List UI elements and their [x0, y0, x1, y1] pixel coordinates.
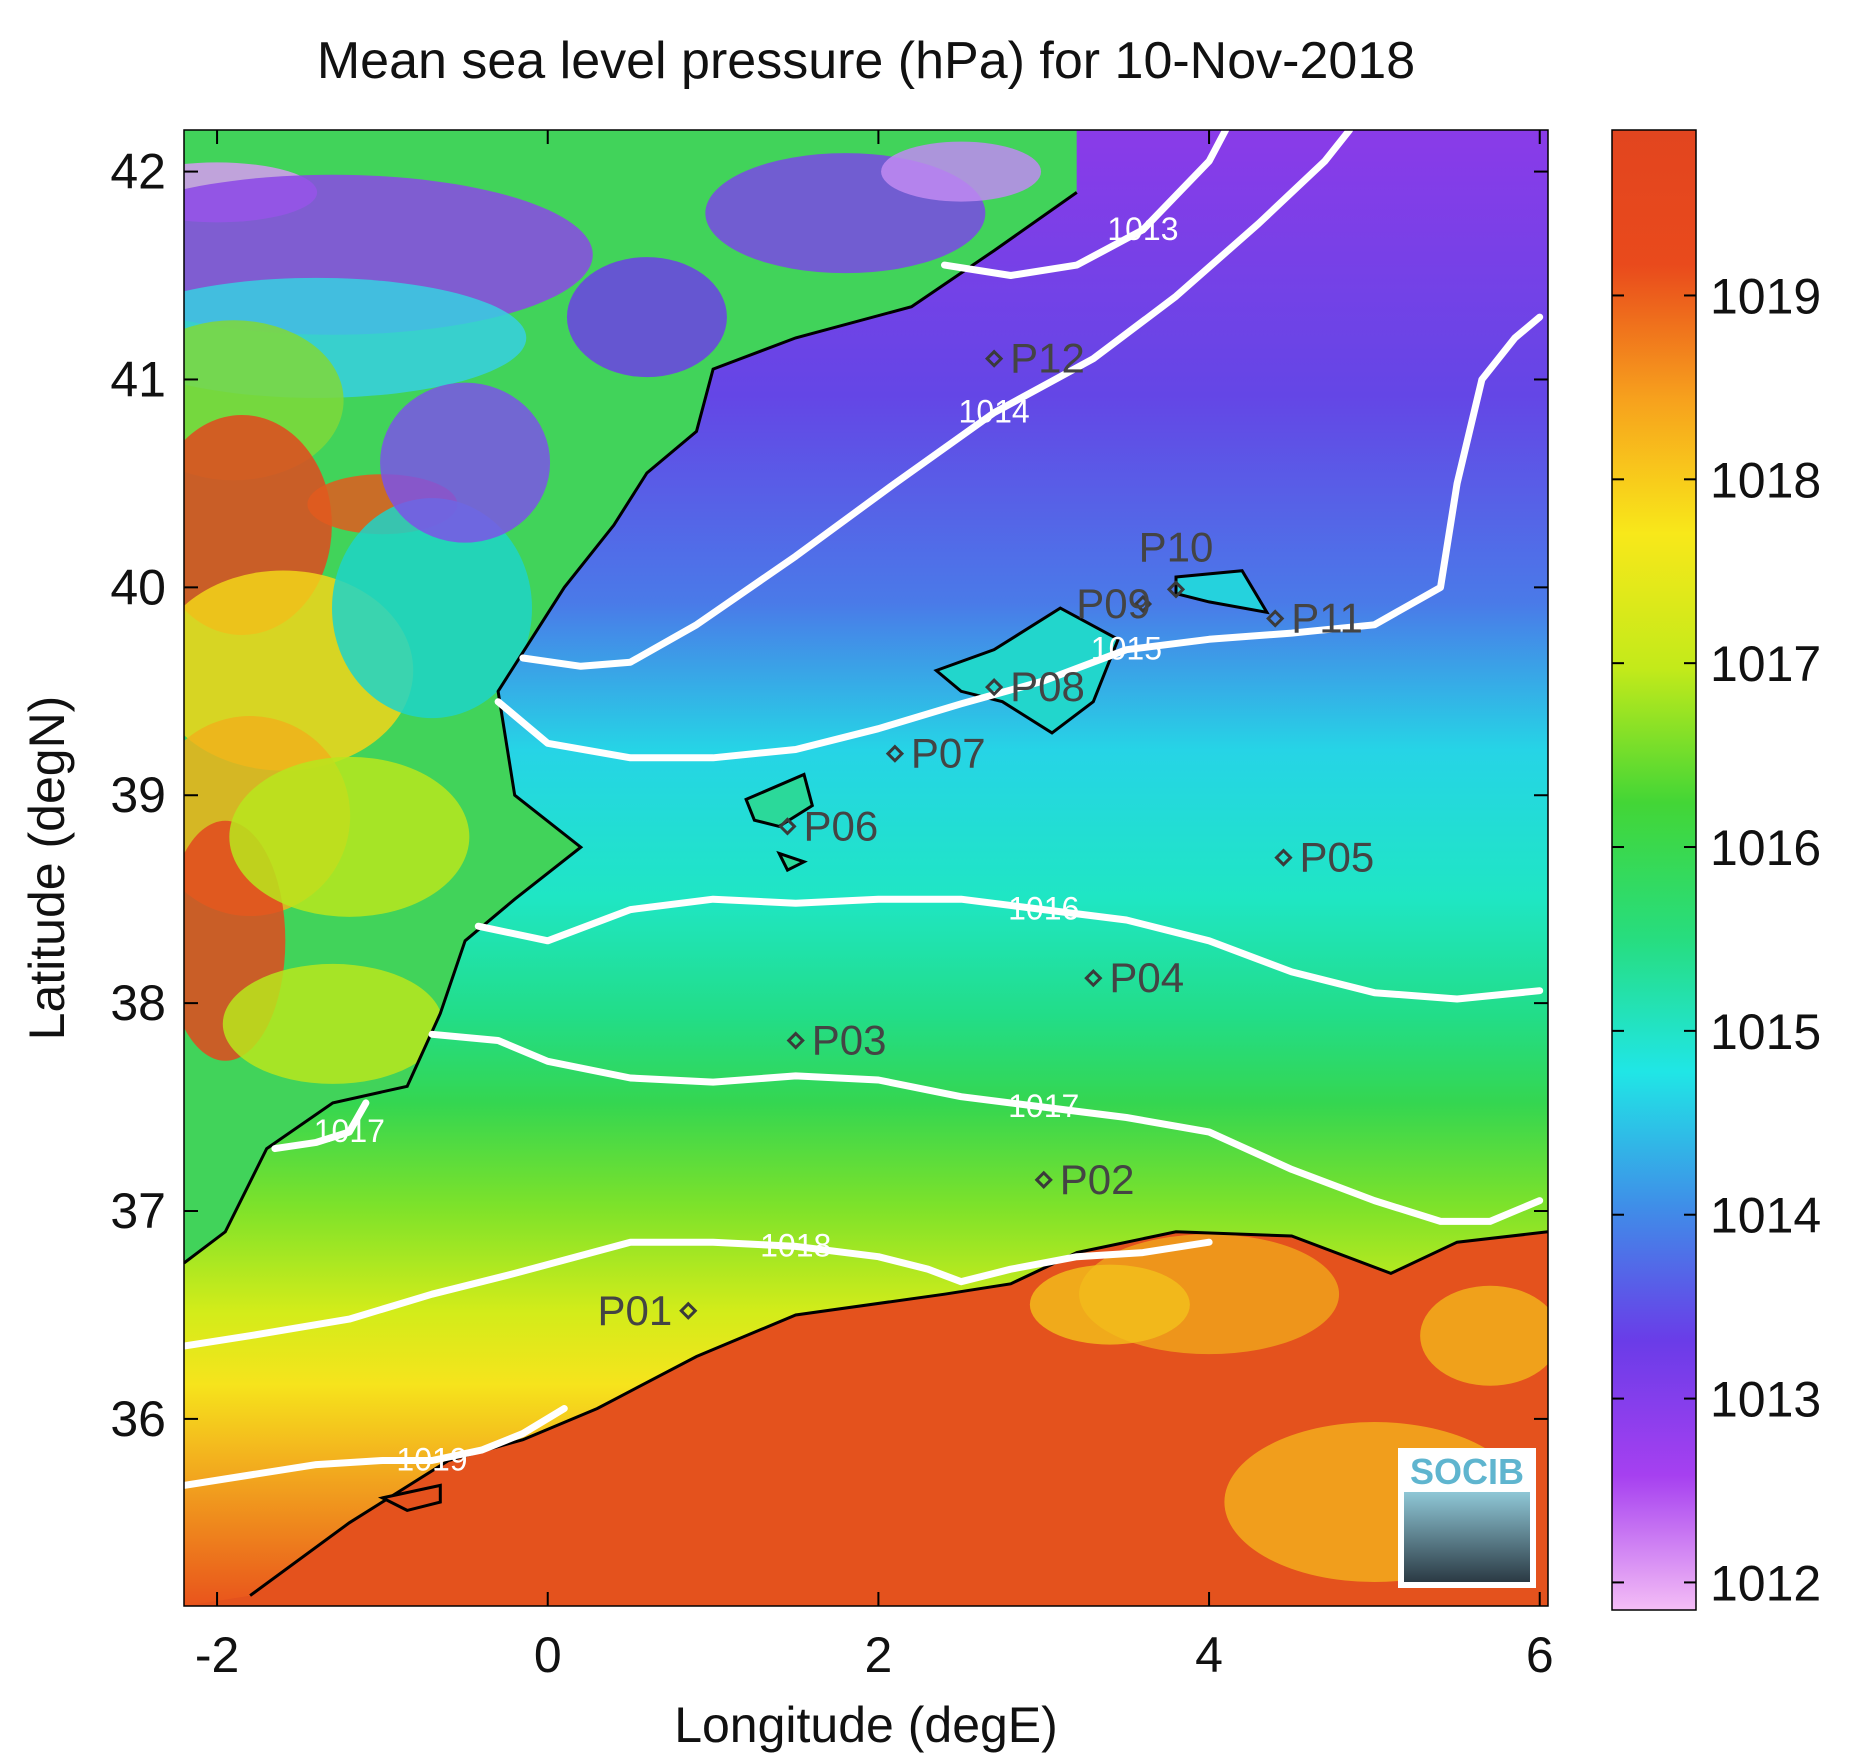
station-marker-p04: [1084, 969, 1103, 988]
isobar-label: 1013: [1107, 211, 1178, 247]
x-tick-label: 6: [1526, 1627, 1554, 1683]
isobar-1017: [271, 1099, 370, 1153]
colorbar: [1611, 129, 1697, 1611]
station-marker-p09: [1133, 594, 1153, 614]
socib-logo-text: SOCIB: [1410, 1451, 1524, 1492]
station-label: P02: [1060, 1156, 1135, 1203]
isobar-labels: 1013 1014 1015 1016 1017 1017 1018 1019: [314, 211, 1179, 1478]
land-patch: [566, 257, 727, 378]
y-tick-label: 39: [110, 767, 166, 823]
isobar-label: 1015: [1091, 631, 1162, 667]
isobar-label: 1016: [1008, 891, 1079, 927]
station-marker-p07: [885, 744, 905, 763]
y-axis: 42 41 40 39 38 37 36: [110, 144, 1548, 1447]
island-menorca: [1174, 569, 1270, 615]
coastline-iberia: [184, 191, 1078, 1265]
station-label: P11: [1291, 595, 1363, 642]
station-label: P08: [1010, 663, 1085, 710]
island-mallorca: [933, 606, 1120, 735]
y-tick-label: 36: [110, 1391, 166, 1447]
land-patch: [1420, 1285, 1548, 1386]
station-label: P10: [1139, 523, 1214, 570]
station-marker-p01: [679, 1301, 698, 1320]
isobar-label: 1017: [1008, 1088, 1079, 1124]
station-marker-p08: [985, 678, 1004, 697]
x-tick-label: 2: [864, 1627, 892, 1683]
station-marker-p10: [1166, 580, 1186, 599]
land-field: [184, 130, 1548, 1606]
isobar-1014: [519, 130, 1354, 670]
colorbar-tick-label: 1017: [1710, 636, 1821, 692]
station-markers: P01 P02 P03 P04 P05 P06 P07 P08 P09 P10 P11 P12: [598, 335, 1375, 1334]
y-tick-label: 41: [110, 351, 166, 407]
isobar-1015: [494, 313, 1544, 762]
isobar-1016: [474, 895, 1544, 1003]
colorbar-tick-label: 1016: [1710, 820, 1821, 876]
island-formentera: [776, 850, 808, 873]
land-patch: [380, 382, 551, 543]
y-tick-label: 38: [110, 975, 166, 1031]
island-ibiza: [744, 772, 815, 829]
isobar-1019: [184, 1405, 568, 1489]
station-marker-p11: [1266, 609, 1285, 628]
isobar-1018: [184, 1238, 1213, 1350]
colorbar-ticks: 1019 1018 1017 1016 1015 1014 1013 1012: [1612, 268, 1821, 1611]
land-patch: [1029, 1264, 1190, 1345]
station-label: P12: [1010, 335, 1085, 382]
isobar-label: 1017: [314, 1113, 385, 1149]
station-label: P03: [812, 1017, 887, 1064]
isobar-label: 1014: [959, 394, 1030, 430]
y-axis-label: Latitude (degN): [19, 696, 75, 1041]
station-label: P09: [1076, 580, 1151, 627]
isobar-contours: [184, 130, 1544, 1489]
station-marker-p12: [985, 349, 1004, 368]
colorbar-tick-label: 1019: [1710, 268, 1821, 324]
station-label: P06: [803, 802, 878, 849]
colorbar-tick-label: 1014: [1710, 1188, 1821, 1244]
isobar-label: 1019: [396, 1441, 467, 1477]
x-axis: -2 0 2 4 6: [195, 130, 1554, 1683]
colorbar-tick-label: 1012: [1710, 1555, 1821, 1611]
land-patch: [881, 141, 1042, 202]
land-patch: [229, 756, 470, 917]
isobar-1013: [941, 130, 1230, 279]
map-frame: [183, 129, 1549, 1607]
y-tick-label: 37: [110, 1183, 166, 1239]
land-patch: [222, 963, 443, 1084]
socib-logo: SOCIB: [1398, 1448, 1536, 1588]
station-marker-p03: [786, 1031, 805, 1050]
colorbar-tick-label: 1013: [1710, 1372, 1821, 1428]
colorbar-tick-label: 1015: [1710, 1004, 1821, 1060]
station-marker-p02: [1034, 1170, 1053, 1189]
colorbar-tick-label: 1018: [1710, 452, 1821, 508]
land-patch: [332, 498, 532, 719]
station-label: P05: [1299, 834, 1374, 881]
island-alboran: [377, 1483, 442, 1512]
x-axis-label: Longitude (degE): [674, 1697, 1058, 1753]
x-tick-label: 0: [534, 1627, 562, 1683]
sea-overlay: [184, 130, 1548, 1606]
station-label: P01: [598, 1287, 673, 1334]
x-tick-label: -2: [195, 1627, 239, 1683]
station-marker-p05: [1274, 848, 1293, 867]
isobar-label: 1018: [760, 1227, 831, 1263]
station-label: P07: [911, 730, 986, 777]
x-tick-label: 4: [1195, 1627, 1223, 1683]
station-marker-p06: [778, 817, 797, 836]
y-tick-label: 42: [110, 144, 166, 200]
station-label: P04: [1109, 954, 1184, 1001]
y-tick-label: 40: [110, 559, 166, 615]
isobar-1017: [428, 1030, 1544, 1225]
chart-title: Mean sea level pressure (hPa) for 10-Nov…: [317, 32, 1415, 90]
